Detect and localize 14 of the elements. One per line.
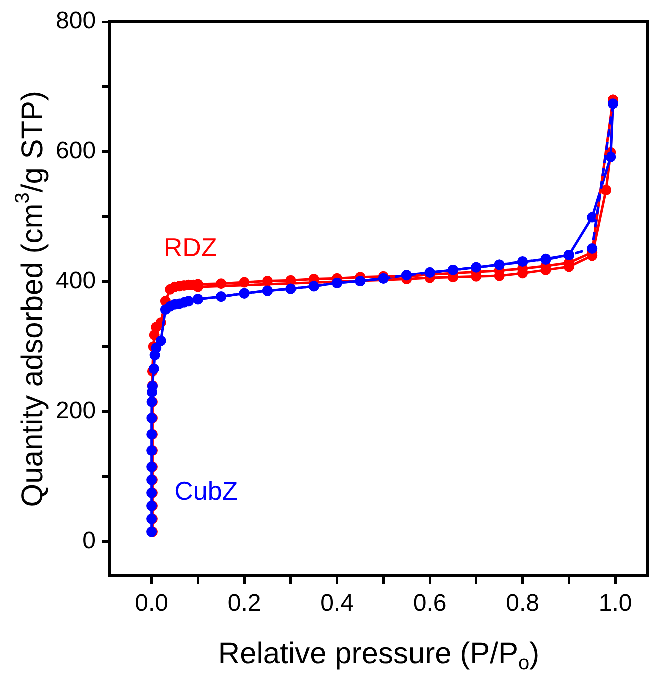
x-tick-label: 0.8 [506,590,540,618]
y-tick-label: 600 [56,138,96,165]
x-tick-label: 0.0 [135,590,168,618]
x-tick-label: 0.4 [320,590,354,618]
x-tick-label: 0.6 [413,590,447,618]
series-label: RDZ [164,232,218,262]
x-tick-label: 1.0 [598,590,632,618]
x-tick-label: 0.2 [228,590,262,618]
y-tick-label: 800 [56,8,96,35]
y-tick-label: 0 [82,527,96,554]
y-tick-label: 200 [56,397,96,424]
y-tick-label: 400 [56,268,96,295]
series-label: CubZ [174,476,238,506]
y-axis-title: Quantity adsorbed (cm3/g STP) [12,90,50,508]
